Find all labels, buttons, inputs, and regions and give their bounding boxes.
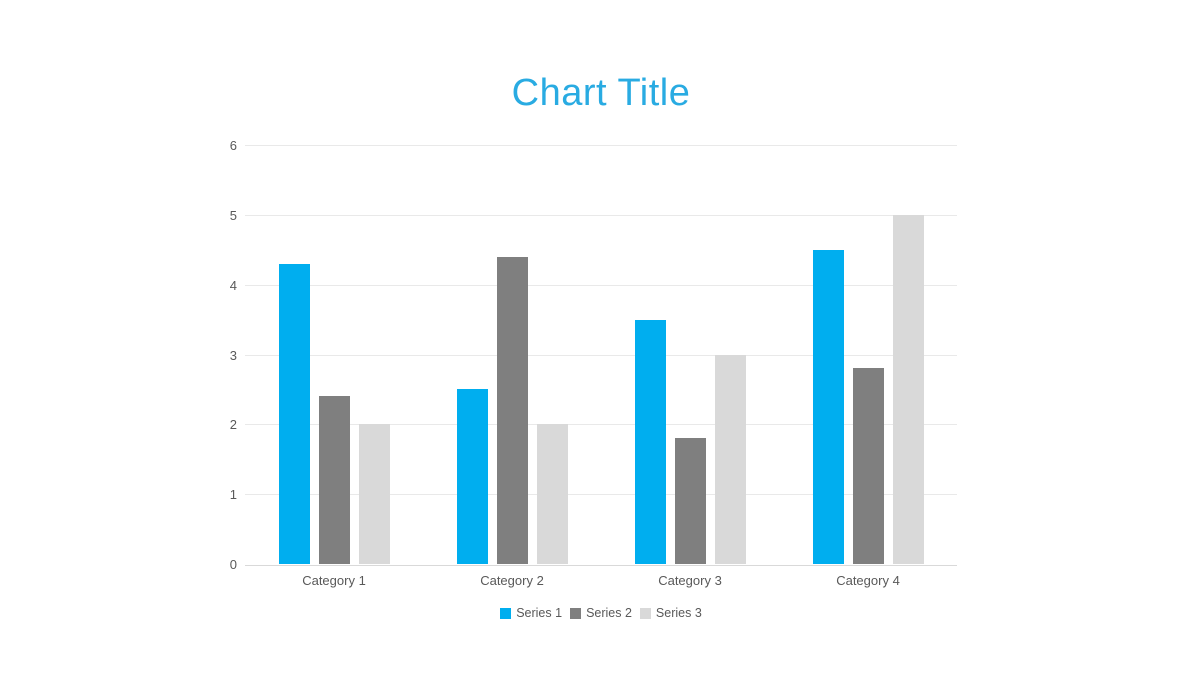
legend-label-series2: Series 2 bbox=[586, 606, 632, 620]
gridline-y4 bbox=[245, 284, 957, 286]
bar-series1-category2 bbox=[456, 389, 488, 564]
gridline-y2 bbox=[245, 424, 957, 426]
bar-series3-category3 bbox=[714, 354, 746, 564]
y-tick-label-5: 5 bbox=[229, 207, 237, 223]
bar-series1-category3 bbox=[634, 319, 666, 564]
legend-item-series2: Series 2 bbox=[570, 606, 632, 620]
x-axis-label-category4: Category 4 bbox=[836, 573, 900, 588]
gridline-y6 bbox=[245, 145, 957, 146]
bar-series2-category4 bbox=[852, 368, 884, 564]
gridline-y1 bbox=[245, 494, 957, 496]
legend-swatch-series1 bbox=[500, 607, 512, 619]
y-tick-label-3: 3 bbox=[229, 347, 237, 363]
x-axis-label-category2: Category 2 bbox=[480, 573, 544, 588]
legend-item-series3: Series 3 bbox=[639, 606, 702, 620]
bar-series1-category1 bbox=[278, 263, 310, 564]
plot-area bbox=[245, 145, 957, 566]
chart-title: Chart Title bbox=[511, 72, 691, 114]
x-axis-label-category1: Category 1 bbox=[302, 573, 366, 588]
y-tick-label-4: 4 bbox=[229, 277, 237, 293]
bar-series3-category2 bbox=[536, 424, 568, 564]
y-tick-label-0: 0 bbox=[229, 557, 237, 572]
gridline-y5 bbox=[245, 214, 957, 216]
legend-item-series1: Series 1 bbox=[500, 606, 562, 620]
gridline-y3 bbox=[245, 354, 957, 356]
legend-label-series1: Series 1 bbox=[516, 606, 563, 620]
bar-series2-category2 bbox=[496, 256, 528, 564]
bar-series1-category4 bbox=[812, 249, 844, 564]
y-tick-label-6: 6 bbox=[229, 138, 237, 153]
bar-series3-category4 bbox=[892, 214, 924, 564]
legend-swatch-series2 bbox=[570, 607, 582, 619]
x-axis-label-category3: Category 3 bbox=[658, 573, 722, 588]
x-axis-line bbox=[245, 565, 957, 566]
x-axis-label-row: Category 1 Category 2 Category 3 Category 4 bbox=[245, 573, 957, 593]
chart-legend: Series 1 Series 2 Series 3 bbox=[245, 606, 957, 620]
legend-swatch-series3 bbox=[639, 607, 651, 619]
legend-label-series3: Series 3 bbox=[655, 606, 702, 620]
bar-series2-category3 bbox=[674, 438, 706, 564]
bar-series3-category1 bbox=[358, 424, 390, 564]
y-tick-label-1: 1 bbox=[229, 487, 237, 503]
y-tick-label-2: 2 bbox=[229, 417, 237, 433]
bar-series2-category1 bbox=[318, 396, 350, 564]
